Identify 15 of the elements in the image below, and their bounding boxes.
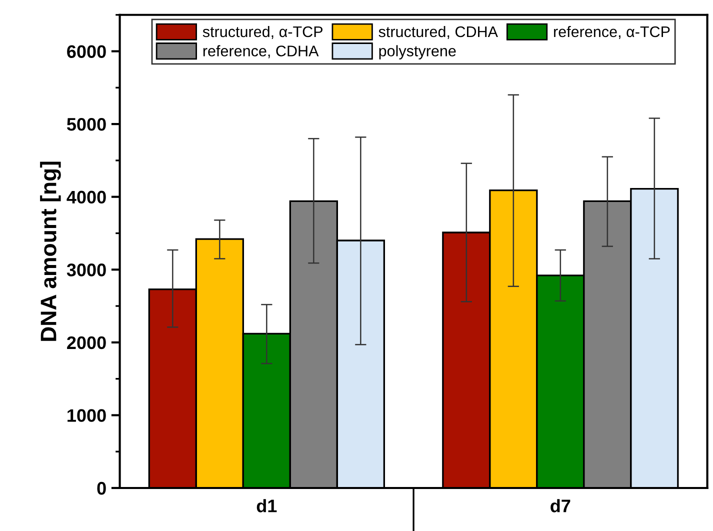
y-tick-label: 0	[97, 482, 106, 495]
y-tick-label: 3000	[66, 264, 106, 276]
y-axis-title: DNA amount [ng]	[40, 162, 61, 341]
x-tick-label: d1	[256, 499, 277, 512]
y-tick-label: 6000	[67, 45, 106, 58]
legend-label: structured, α-TCP	[202, 26, 322, 39]
legend-label: structured, CDHA	[378, 26, 498, 39]
y-tick-label: 4000	[66, 190, 106, 204]
y-tick-label: 5000	[66, 118, 106, 131]
legend-label: reference, CDHA	[203, 45, 319, 58]
legend-label: polystyrene	[379, 45, 456, 60]
legend-label: reference, α-TCP	[554, 26, 670, 39]
x-tick-label: d7	[550, 499, 570, 512]
y-tick-label: 2000	[67, 336, 106, 350]
y-tick-label: 1000	[68, 409, 106, 422]
